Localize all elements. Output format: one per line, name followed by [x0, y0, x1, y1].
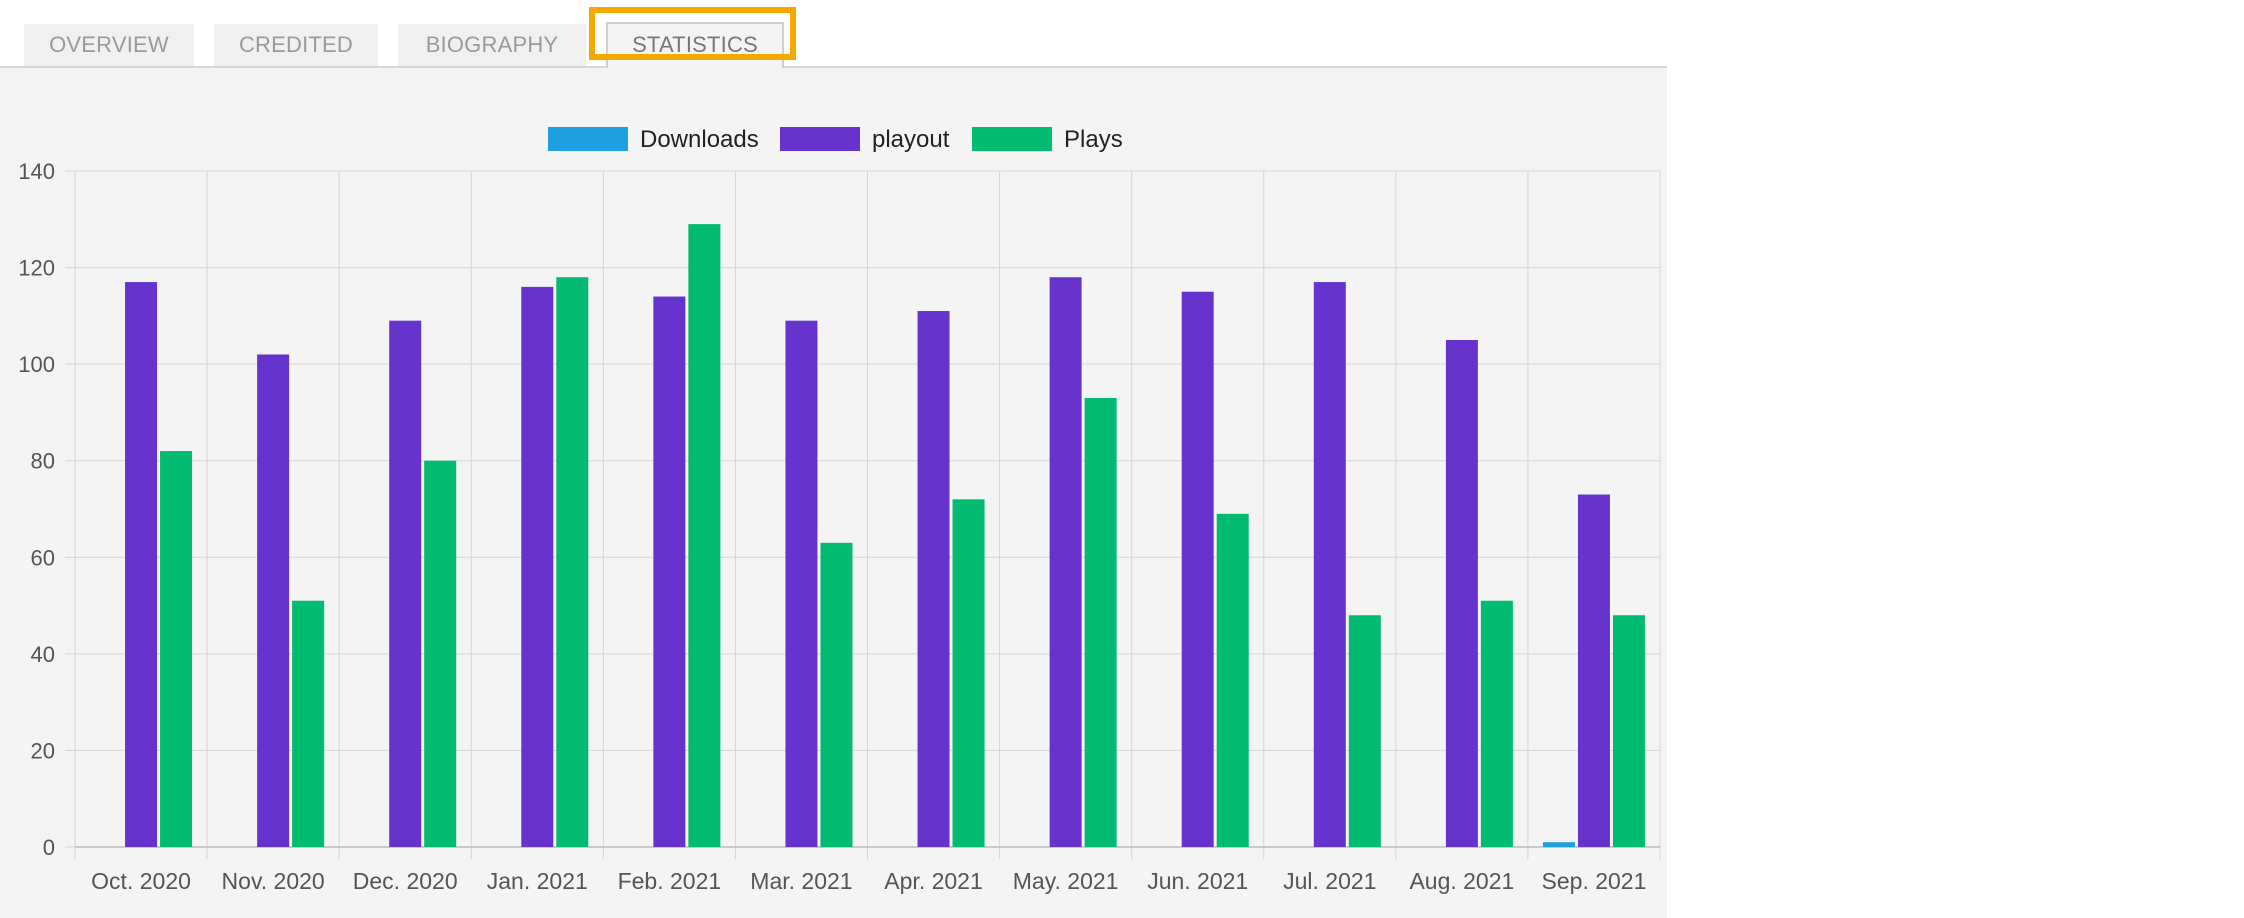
x-tick-label: Sep. 2021 — [1542, 868, 1647, 894]
x-tick-label: Feb. 2021 — [618, 868, 722, 894]
tab-statistics[interactable]: STATISTICS — [606, 22, 784, 68]
x-tick-label: Oct. 2020 — [91, 868, 191, 894]
bar-plays — [1084, 397, 1117, 847]
bar-plays — [424, 460, 457, 847]
chart-bars — [125, 224, 1645, 848]
x-tick-label: Jan. 2021 — [487, 868, 588, 894]
bar-downloads — [1542, 842, 1575, 847]
x-tick-label: Apr. 2021 — [884, 868, 982, 894]
bar-plays — [292, 600, 325, 847]
bar-playout — [389, 320, 422, 848]
bar-playout — [785, 320, 818, 848]
x-tick-label: Mar. 2021 — [750, 868, 852, 894]
y-tick-label: 0 — [43, 835, 55, 860]
bar-plays — [820, 542, 853, 847]
x-axis: Oct. 2020 Nov. 2020 Dec. 2020 Jan. 2021 Feb.… — [91, 868, 1646, 894]
bar-playout — [1445, 340, 1478, 847]
x-tick-label: May. 2021 — [1013, 868, 1119, 894]
bar-playout — [917, 311, 950, 847]
bar-playout — [257, 354, 290, 847]
y-tick-label: 20 — [31, 738, 55, 763]
x-tick-label: Aug. 2021 — [1409, 868, 1514, 894]
bar-plays — [556, 277, 589, 847]
y-tick-label: 120 — [18, 256, 55, 281]
tab-bar: OVERVIEW CREDITED BIOGRAPHY STATISTICS — [0, 0, 1667, 68]
bar-playout — [1181, 291, 1214, 847]
bar-plays — [952, 499, 985, 847]
y-axis: 0 20 40 60 80 100 120 140 — [18, 159, 75, 860]
legend-label-playout[interactable]: playout — [872, 126, 950, 153]
y-tick-label: 140 — [18, 159, 55, 184]
bar-playout — [1577, 494, 1610, 847]
bar-plays — [160, 451, 193, 847]
tab-biography[interactable]: BIOGRAPHY — [398, 24, 586, 66]
x-tick-label: Jul. 2021 — [1283, 868, 1376, 894]
bar-plays — [1216, 513, 1249, 847]
y-tick-label: 60 — [31, 545, 55, 570]
legend-swatch-downloads — [548, 127, 628, 151]
tab-credited[interactable]: CREDITED — [214, 24, 378, 66]
bar-plays — [1348, 615, 1381, 847]
x-tick-label: Nov. 2020 — [222, 868, 325, 894]
chart-legend: Downloads playout Plays — [548, 126, 1123, 153]
legend-label-plays[interactable]: Plays — [1064, 126, 1123, 153]
legend-swatch-plays — [972, 127, 1052, 151]
y-tick-label: 80 — [31, 449, 55, 474]
y-tick-label: 40 — [31, 642, 55, 667]
bar-playout — [125, 282, 158, 847]
y-tick-label: 100 — [18, 352, 55, 377]
bar-playout — [653, 296, 686, 847]
bar-playout — [1049, 277, 1082, 847]
chart-grid — [74, 170, 1661, 859]
bar-plays — [1612, 615, 1645, 847]
tab-overview[interactable]: OVERVIEW — [24, 24, 194, 66]
bar-plays — [1480, 600, 1513, 847]
bar-playout — [521, 286, 554, 847]
x-tick-label: Jun. 2021 — [1147, 868, 1248, 894]
x-tick-label: Dec. 2020 — [353, 868, 458, 894]
bar-playout — [1313, 282, 1346, 847]
legend-swatch-playout — [780, 127, 860, 151]
statistics-bar-chart: 0 20 40 60 80 100 120 140 Oct. 2020 Nov. 2020 Dec… — [18, 126, 1661, 894]
legend-label-downloads[interactable]: Downloads — [640, 126, 759, 153]
bar-plays — [688, 224, 721, 848]
